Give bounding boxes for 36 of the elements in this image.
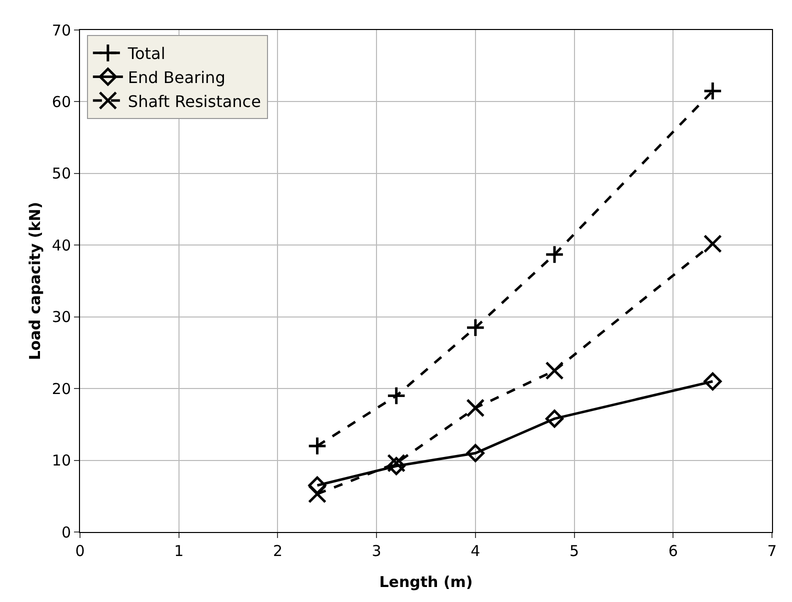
legend-label: End Bearing <box>128 68 226 87</box>
point <box>387 456 406 476</box>
point <box>308 436 327 456</box>
point <box>703 234 722 253</box>
x-tick-label: 5 <box>570 542 580 560</box>
y-tick-label: 70 <box>52 21 71 40</box>
y-axis-title: Load capacity (kN) <box>26 202 44 360</box>
x-tick-label: 6 <box>668 542 678 560</box>
x-tick-label: 1 <box>174 542 184 560</box>
point <box>544 244 564 264</box>
point <box>466 318 486 338</box>
x-tick-label: 4 <box>470 542 480 560</box>
point <box>308 484 327 504</box>
legend-label: Total <box>126 44 166 64</box>
y-tick-label: 30 <box>52 308 71 326</box>
legend-label: Shaft Resistance <box>128 92 261 111</box>
point <box>545 410 564 428</box>
point <box>387 454 406 472</box>
y-tick-label: 10 <box>52 452 71 470</box>
x-tick-label: 3 <box>372 542 382 560</box>
y-tick-label: 0 <box>61 523 71 542</box>
x-tick-label: 7 <box>767 542 777 560</box>
x-tick-label: 2 <box>272 542 282 560</box>
point <box>466 398 485 418</box>
y-tick-label: 50 <box>52 164 71 183</box>
point <box>703 81 722 101</box>
point <box>466 444 484 462</box>
y-tick-label: 60 <box>52 92 71 111</box>
point <box>704 372 722 390</box>
point <box>386 386 406 406</box>
x-axis-title: Length (m) <box>379 573 473 591</box>
point <box>545 361 564 380</box>
x-tick-label: 0 <box>75 542 85 560</box>
point <box>308 476 326 494</box>
y-tick-label: 40 <box>52 236 71 254</box>
y-tick-label: 20 <box>52 380 71 398</box>
